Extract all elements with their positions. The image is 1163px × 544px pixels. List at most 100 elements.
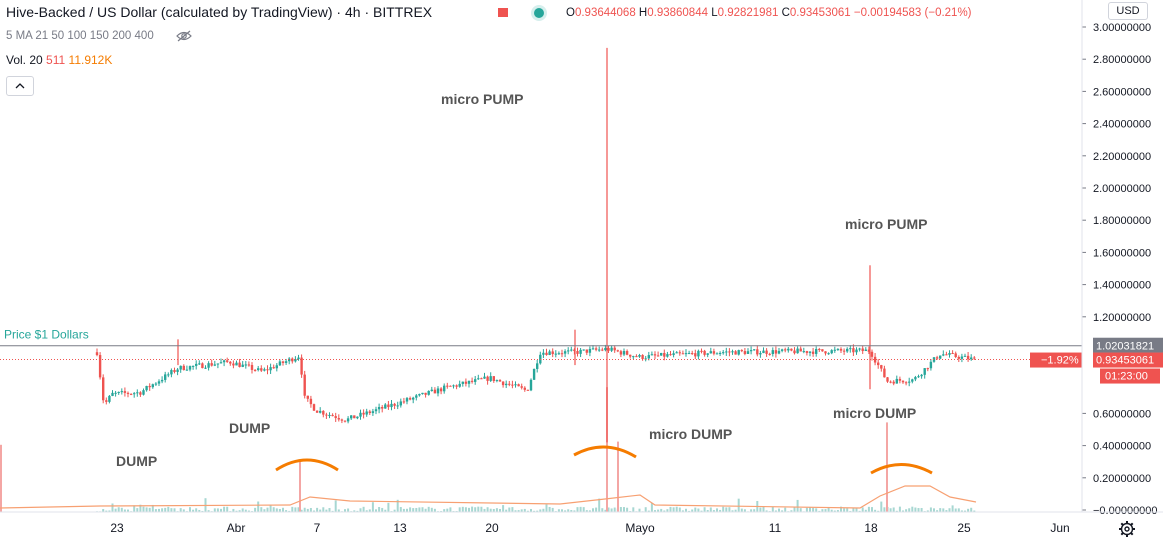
volume-bar — [805, 507, 808, 512]
volume-bar — [799, 508, 802, 512]
candle-body — [331, 414, 334, 417]
volume-bar — [654, 510, 656, 512]
candle-body — [98, 355, 102, 378]
y-tick-label: 1.40000000 — [1093, 280, 1151, 292]
volume-bar — [415, 507, 418, 512]
volume-bar — [464, 507, 467, 512]
volume-bar — [384, 509, 387, 512]
candle-body — [824, 351, 827, 354]
volume-bar — [911, 506, 914, 512]
volume-bar — [967, 508, 970, 512]
candle-body — [920, 374, 923, 377]
volume-bar — [220, 508, 222, 512]
candle-body — [390, 403, 393, 408]
symbol-title[interactable]: Hive-Backed / US Dollar (calculated by T… — [6, 4, 433, 20]
ohlc-legend: O0.93644068 H0.93860844 L0.92821981 C0.9… — [566, 7, 972, 19]
gear-icon[interactable] — [1118, 520, 1136, 538]
candle-countdown: 01:23:00 — [1105, 371, 1148, 383]
candle-body — [647, 355, 650, 359]
candle-body — [359, 412, 362, 417]
volume-bar — [294, 507, 297, 512]
volume-bar — [530, 508, 532, 512]
volume-bar — [843, 508, 846, 512]
volume-bar — [427, 506, 430, 512]
last-change-value: −1.92% — [1041, 355, 1079, 367]
candle-body — [474, 379, 477, 382]
volume-bar — [917, 508, 920, 512]
candle-body — [957, 357, 960, 359]
candle-body — [966, 355, 970, 360]
eye-hidden-icon[interactable] — [176, 30, 192, 42]
candle-body — [622, 351, 626, 355]
candle-body — [873, 356, 877, 363]
y-tick-label: 0.40000000 — [1093, 441, 1151, 453]
candle-body — [191, 365, 195, 367]
volume-bar — [647, 510, 650, 512]
candle-body — [278, 361, 282, 366]
volume-bar — [145, 507, 148, 512]
candle-body — [598, 349, 601, 351]
volume-bar — [877, 510, 880, 512]
candle-body — [836, 348, 840, 350]
volume-bar — [195, 508, 198, 512]
volume-bar — [151, 504, 154, 512]
flag-icon[interactable] — [498, 8, 508, 17]
candle-body — [821, 349, 824, 352]
candle-body — [281, 361, 285, 363]
volume-bar — [511, 507, 514, 512]
candle-body — [607, 348, 610, 351]
candle-body — [412, 397, 415, 400]
symbol-header[interactable]: Hive-Backed / US Dollar (calculated by T… — [6, 4, 432, 22]
annotation-label: micro DUMP — [649, 426, 732, 442]
volume-bar — [313, 510, 315, 512]
volume-bar — [722, 506, 725, 512]
volume-bar — [108, 510, 111, 512]
y-tick-label: 1.80000000 — [1093, 215, 1151, 227]
volume-bar — [908, 508, 911, 512]
candle-body — [914, 377, 917, 380]
volume-bar — [362, 506, 365, 512]
candle-body — [762, 350, 765, 354]
candle-body — [495, 380, 499, 382]
volume-bar — [753, 509, 756, 512]
candle-body — [275, 365, 278, 369]
candle-body — [722, 352, 725, 354]
last-price-axis-box — [1093, 352, 1163, 368]
volume-bar — [815, 508, 818, 512]
currency-label[interactable]: USD — [1108, 2, 1148, 20]
candle-body — [105, 400, 108, 402]
y-tick-label: 3.00000000 — [1093, 22, 1151, 34]
collapse-legend-button[interactable] — [6, 76, 34, 96]
volume-bar — [790, 510, 793, 512]
volume-bar — [399, 507, 402, 512]
volume-bar — [821, 509, 824, 512]
candle-body — [365, 411, 368, 415]
volume-bar — [325, 509, 328, 512]
volume-bar — [731, 510, 734, 512]
x-tick-label: 11 — [769, 521, 782, 535]
volume-bar — [902, 510, 904, 512]
candle-body — [632, 356, 635, 358]
candle-body — [210, 363, 213, 366]
candle-body — [619, 351, 623, 355]
volume-bar — [588, 510, 591, 512]
candle-body — [901, 380, 905, 383]
candle-body — [421, 392, 424, 395]
candle-body — [591, 348, 595, 350]
candle-body — [805, 351, 809, 353]
low-value: 0.92821981 — [717, 7, 779, 19]
ma-legend[interactable]: 5 MA 21 50 100 150 200 400 — [6, 30, 154, 42]
volume-bar — [728, 507, 731, 512]
volume-bar — [942, 508, 945, 512]
candle-body — [170, 370, 173, 375]
volume-legend[interactable]: Vol. 20 511 11.912K — [6, 53, 112, 67]
volume-bar — [393, 509, 396, 512]
candle-body — [492, 376, 495, 382]
volume-bar — [793, 506, 796, 512]
volume-bar — [740, 508, 743, 512]
volume-bar — [238, 510, 241, 512]
volume-bar — [278, 508, 281, 512]
volume-bar — [170, 508, 173, 512]
candle-body — [780, 349, 784, 351]
